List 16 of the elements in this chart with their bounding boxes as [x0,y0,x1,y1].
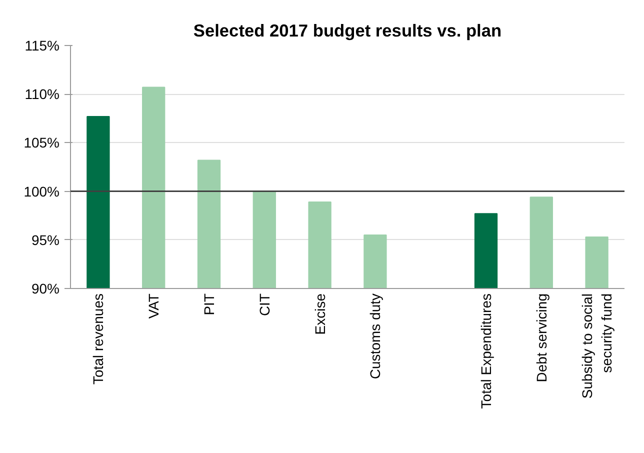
y-tick-label: 110% [24,86,60,102]
x-tick-label: Subsidy to social security fund [579,293,614,399]
y-tick-label: 90% [31,280,60,296]
y-tick-label: 115% [24,38,60,54]
x-tick-label: Customs duty [367,293,384,380]
y-tick-label: 105% [24,134,60,151]
x-tick-label: Debt servicing [533,294,550,382]
y-tick-label: 95% [31,232,60,248]
x-tick-label: CIT [256,293,272,316]
x-tick-label: PIT [201,293,217,316]
x-tick-label: Excise [312,293,328,335]
x-tick-label: Total revenues [90,293,106,385]
y-tick-label: 100% [24,183,60,200]
x-tick-label: VAT [146,293,162,319]
x-tick-label: Total Expenditures [478,293,494,409]
chart-title: Selected 2017 budget results vs. plan [193,20,502,40]
